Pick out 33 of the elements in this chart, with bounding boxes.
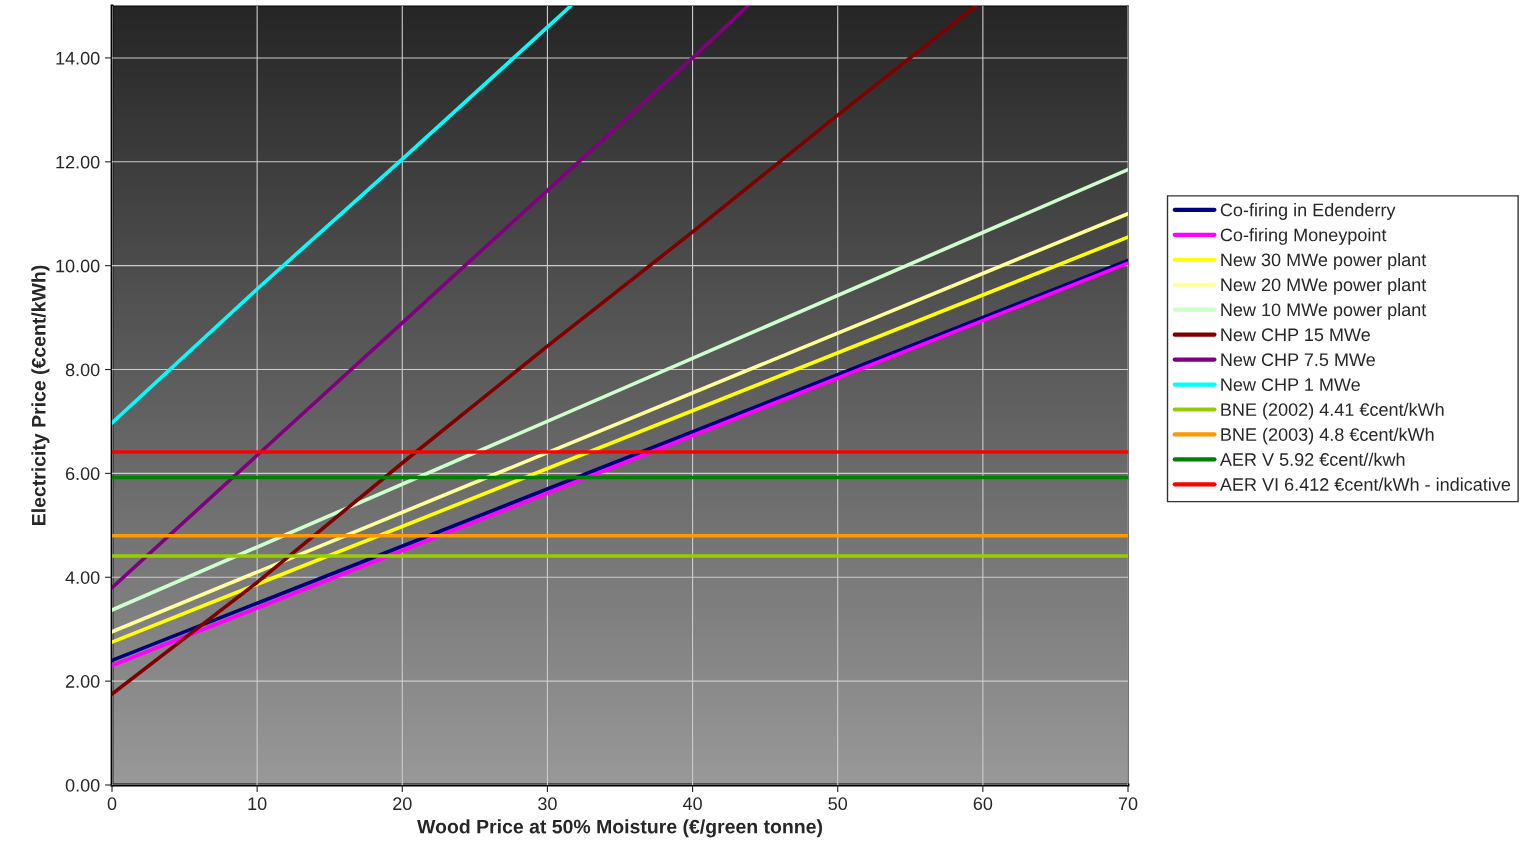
legend-label: New 10 MWe power plant: [1221, 302, 1427, 320]
x-tick-label: 0: [107, 797, 117, 811]
legend-label: New CHP 1 MWe: [1221, 378, 1360, 392]
legend-label: AER V 5.92 €cent//kwh: [1219, 452, 1405, 466]
legend-label: New 30 MWe power plant: [1221, 253, 1427, 270]
legend-label: AER VI 6.412 €cent/kWh - indicative: [1219, 477, 1511, 491]
x-tick-label: 10: [248, 797, 267, 811]
legend-label: New 20 MWe power plant: [1221, 277, 1427, 295]
y-tick-label: 0.00: [65, 778, 100, 792]
y-axis-title: Electricity Price (€cent/kWh): [31, 265, 50, 525]
line-series: [112, 6, 573, 425]
line-series: [112, 6, 978, 696]
legend-label: New CHP 15 MWe: [1221, 328, 1370, 342]
x-axis-title: Wood Price at 50% Moisture (€/green tonne): [417, 819, 822, 838]
legend-label: Co-firing Moneypoint: [1220, 228, 1387, 245]
x-tick-label: 20: [393, 797, 412, 811]
line-series: [112, 6, 750, 590]
legend-label: BNE (2002) 4.41 €cent/kWh: [1221, 402, 1444, 420]
legend-label: New CHP 7.5 MWe: [1221, 353, 1375, 367]
y-tick-label: 2.00: [65, 675, 100, 688]
y-tick-label: 8.00: [65, 363, 100, 377]
x-tick-label: 40: [682, 797, 702, 811]
x-tick-label: 30: [538, 797, 557, 811]
y-tick-label: 6.00: [65, 467, 100, 481]
y-tick-label: 10.00: [56, 259, 100, 273]
legend-label: BNE (2003) 4.8 €cent/kWh: [1221, 427, 1434, 445]
y-tick-label: 12.00: [56, 155, 100, 169]
y-tick-label: 14.00: [56, 51, 100, 65]
x-tick-label: 70: [1118, 797, 1138, 811]
legend-label: Co-firing in Edenderry: [1220, 203, 1396, 220]
y-tick-label: 4.00: [65, 571, 100, 584]
x-tick-label: 50: [828, 797, 848, 811]
x-tick-label: 60: [973, 797, 993, 811]
